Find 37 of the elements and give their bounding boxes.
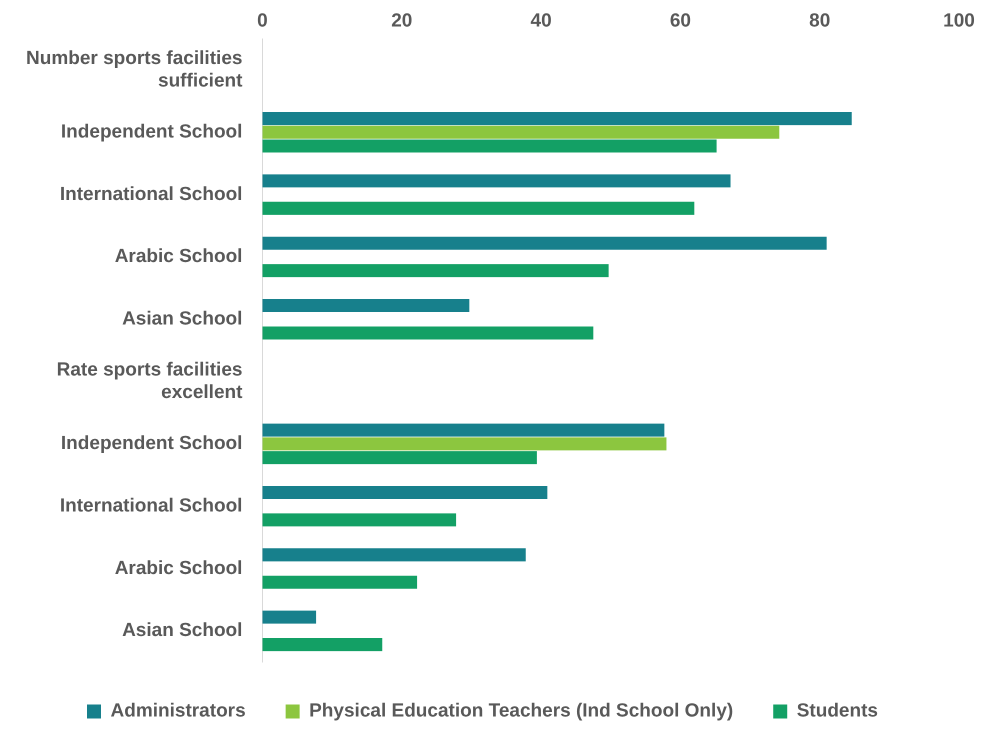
y-tick-label: Independent School: [60, 433, 242, 454]
y-tick-label: Arabic School: [114, 558, 242, 579]
y-tick-label: Rate sports facilities excellent: [56, 359, 244, 404]
x-tick-label: 20: [391, 10, 412, 32]
y-tick-label: Number sports facilities sufficient: [26, 48, 244, 92]
y-tick-label: International School: [60, 495, 242, 516]
y-tick-label: Arabic School: [114, 246, 242, 268]
bar: [262, 139, 717, 153]
bar: [262, 202, 694, 215]
legend-label: Administrators: [110, 700, 246, 722]
x-tick-label: 40: [530, 10, 552, 32]
y-tick-label: Independent School: [60, 122, 242, 143]
bar: [262, 112, 852, 126]
bar: [262, 264, 609, 278]
bar: [262, 638, 382, 652]
bar: [262, 437, 666, 450]
bar: [262, 451, 537, 464]
y-tick-label: International School: [60, 184, 242, 205]
bar: [262, 126, 780, 139]
x-tick-label: 80: [809, 10, 830, 32]
bar: [262, 576, 418, 589]
bar: [262, 236, 827, 250]
legend-label: Physical Education Teachers (Ind School Only): [309, 700, 734, 722]
x-tick-label: 60: [670, 10, 691, 32]
y-tick-label: Asian School: [122, 620, 242, 642]
legend-label: Students: [796, 700, 878, 722]
bar: [262, 486, 548, 499]
bar: [262, 424, 664, 437]
bar: [262, 326, 594, 340]
bar: [262, 513, 456, 526]
bar: [262, 174, 731, 188]
x-tick-label: 100: [943, 10, 975, 32]
bar: [262, 610, 316, 624]
bar: [262, 548, 526, 562]
bar: [262, 299, 470, 312]
y-tick-label: Asian School: [122, 308, 242, 330]
x-tick-label: 0: [257, 10, 268, 32]
